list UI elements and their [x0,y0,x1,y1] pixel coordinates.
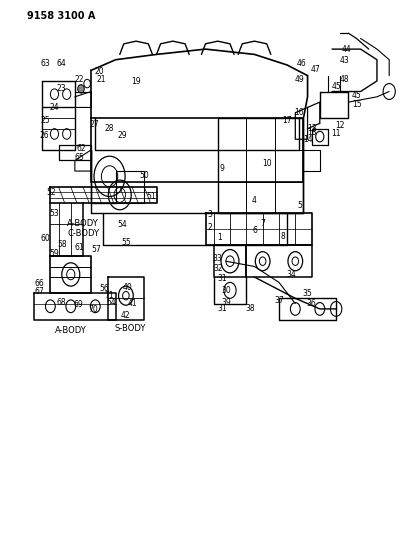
Circle shape [78,85,84,93]
Text: S-BODY: S-BODY [114,324,145,333]
Text: 35: 35 [302,288,312,297]
Text: 32: 32 [213,264,223,272]
Text: 67: 67 [34,287,44,296]
Text: 11: 11 [331,130,341,139]
Text: 8: 8 [281,232,285,241]
Text: 17: 17 [282,116,292,125]
Bar [218,118,303,214]
Text: 52: 52 [46,188,56,197]
Text: 9: 9 [219,164,224,173]
Text: 31: 31 [217,273,226,282]
Text: 65: 65 [75,154,85,163]
Text: 49: 49 [295,75,304,84]
Text: 58: 58 [57,240,67,249]
Text: 15: 15 [352,100,361,109]
Text: 64: 64 [57,60,67,68]
Text: 30: 30 [221,286,231,295]
Text: 57: 57 [91,245,101,254]
Text: 34: 34 [286,270,296,279]
Text: 56: 56 [99,284,109,293]
Text: 1: 1 [217,233,222,242]
Text: 55: 55 [121,238,131,247]
Text: 16: 16 [295,108,304,117]
Text: 21: 21 [97,75,106,84]
Text: 41: 41 [127,299,137,308]
Text: 12: 12 [335,122,345,131]
Text: 42: 42 [121,311,131,320]
Text: A-BODY
C-BODY: A-BODY C-BODY [67,219,99,238]
Text: 69: 69 [73,300,83,309]
Text: 10: 10 [262,159,272,167]
Text: 6: 6 [252,226,257,235]
Text: 40: 40 [123,283,133,292]
Text: 63: 63 [41,60,51,68]
Text: 48: 48 [339,75,349,84]
Text: 24: 24 [50,103,59,112]
Text: 28: 28 [105,124,114,133]
Text: 54: 54 [117,220,127,229]
Text: A-BODY: A-BODY [55,326,86,335]
Text: 61: 61 [75,244,85,253]
Text: 37: 37 [274,296,284,305]
Text: 3: 3 [207,210,212,219]
Text: 53: 53 [50,209,59,218]
Text: 47: 47 [311,64,321,74]
Text: 20: 20 [95,67,104,76]
Text: 22: 22 [74,75,84,84]
Text: 70: 70 [88,305,98,314]
Text: 26: 26 [39,131,49,140]
Text: 4: 4 [252,196,257,205]
Text: 50: 50 [139,171,149,180]
Text: 45: 45 [352,91,361,100]
Text: 33: 33 [212,254,222,263]
Text: 39: 39 [221,298,231,307]
Text: 25: 25 [41,116,50,125]
Text: 7: 7 [260,219,265,228]
Text: 51: 51 [147,192,157,201]
Text: 5: 5 [297,201,302,210]
Text: 59: 59 [50,249,59,258]
Text: 18: 18 [307,128,316,138]
Text: 45: 45 [331,82,341,91]
Bar [91,118,303,182]
Text: 14: 14 [303,135,312,144]
Text: 27: 27 [90,120,99,130]
Text: 23: 23 [57,84,67,93]
Text: 36: 36 [307,299,316,308]
Text: 71: 71 [105,291,114,300]
Text: 66: 66 [34,279,44,288]
Text: 54: 54 [107,298,116,307]
Text: 43: 43 [339,56,349,65]
Text: 29: 29 [117,131,127,140]
Text: 9158 3100 A: 9158 3100 A [27,11,95,21]
Text: 2: 2 [207,223,212,232]
Text: 31: 31 [217,304,226,313]
Text: 44: 44 [342,45,351,54]
Text: 46: 46 [297,60,306,68]
Text: 60: 60 [41,235,51,244]
Text: 13: 13 [307,124,316,133]
Text: 19: 19 [131,77,141,86]
Text: 62: 62 [76,144,86,154]
Text: 68: 68 [57,298,67,307]
Text: 38: 38 [246,304,255,313]
